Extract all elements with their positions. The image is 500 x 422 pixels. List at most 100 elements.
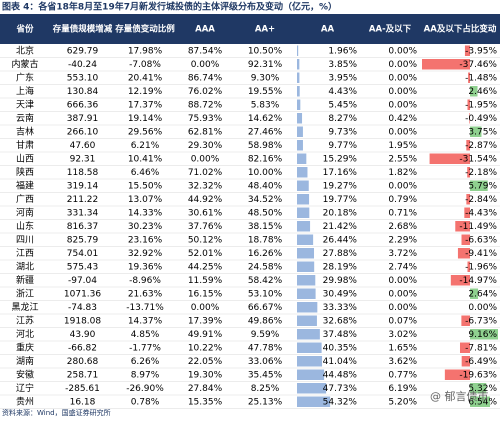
cell: 0.00% bbox=[388, 100, 417, 110]
data-bar bbox=[470, 86, 478, 97]
data-bar bbox=[459, 342, 470, 353]
data-bar bbox=[450, 275, 470, 286]
data-bar bbox=[470, 383, 487, 394]
cell: 9.30% bbox=[251, 73, 280, 83]
cell: 1918.08 bbox=[64, 316, 101, 326]
title: 图表 4：各省18年8月至19年7月新发行城投债的主体评级分布及变动（亿元，%） bbox=[2, 1, 337, 13]
data-bar bbox=[470, 396, 490, 407]
cell: 6.54% bbox=[468, 397, 497, 407]
data-bar bbox=[429, 153, 470, 164]
cell: 0.00% bbox=[388, 181, 417, 191]
cell: 130.84 bbox=[67, 87, 99, 97]
cell: 5.20% bbox=[388, 397, 417, 407]
cell: 666.36 bbox=[67, 100, 99, 110]
cell: 3.72% bbox=[388, 249, 417, 259]
cell: 71.02% bbox=[188, 168, 223, 178]
cell: -6.73% bbox=[465, 316, 497, 326]
cell: -285.61 bbox=[65, 384, 100, 394]
cell: 14.62% bbox=[248, 114, 283, 124]
data-bar bbox=[470, 126, 482, 137]
cell: 浙江 bbox=[16, 287, 34, 299]
cell: 0.77% bbox=[388, 370, 417, 380]
cell: -6.49% bbox=[465, 357, 497, 367]
cell: 6.19% bbox=[388, 384, 417, 394]
cell: 35.45% bbox=[248, 370, 283, 380]
cell: -6.63% bbox=[465, 235, 497, 245]
cell: 贵州 bbox=[16, 395, 34, 407]
cell: 17.16% bbox=[323, 168, 358, 178]
cell: -19.63% bbox=[459, 370, 497, 380]
cell: -11.49% bbox=[459, 222, 497, 232]
cell: 825.79 bbox=[67, 235, 99, 245]
data-bar bbox=[297, 72, 300, 83]
cell: 上海 bbox=[16, 85, 34, 97]
data-bar bbox=[467, 167, 470, 178]
cell: 92.31% bbox=[248, 60, 283, 70]
cell: 58.98% bbox=[248, 141, 283, 151]
data-bar bbox=[297, 99, 301, 110]
cell: 49.86% bbox=[248, 316, 283, 326]
cell: 10.22% bbox=[188, 343, 223, 353]
cell: 118.58 bbox=[67, 168, 99, 178]
cell: 0.78% bbox=[131, 397, 160, 407]
column-header: 存量债变动比例 bbox=[114, 24, 175, 35]
cell: 58.42% bbox=[248, 276, 283, 286]
cell: 2.74% bbox=[388, 262, 417, 272]
cell: 38.15% bbox=[248, 222, 283, 232]
data-bar bbox=[464, 45, 470, 56]
column-header: AA及以下占比变动 bbox=[424, 24, 497, 35]
data-bar bbox=[469, 113, 470, 124]
cell: 816.37 bbox=[67, 222, 99, 232]
cell: -31.54% bbox=[459, 154, 497, 164]
cell: 16.18 bbox=[70, 397, 96, 407]
data-bar bbox=[297, 140, 303, 151]
cell: 20.18% bbox=[323, 208, 358, 218]
cell: 8.27% bbox=[328, 114, 357, 124]
cell: 32.32% bbox=[188, 181, 223, 191]
cell: 19.14% bbox=[128, 114, 163, 124]
cell: 2.55% bbox=[388, 154, 417, 164]
column-header: 省份 bbox=[15, 24, 34, 35]
cell: 北京 bbox=[16, 44, 34, 56]
cell: 25.13% bbox=[248, 397, 283, 407]
cell: 3.95% bbox=[328, 73, 357, 83]
cell: 76.02% bbox=[188, 87, 223, 97]
cell: 河南 bbox=[16, 206, 34, 218]
cell: 0.00% bbox=[388, 87, 417, 97]
data-bar bbox=[467, 261, 470, 272]
cell: 1.95% bbox=[388, 141, 417, 151]
cell: -7.08% bbox=[129, 60, 161, 70]
cell: 5.45% bbox=[328, 100, 357, 110]
cell: -2.84% bbox=[465, 195, 497, 205]
cell: 88.72% bbox=[188, 100, 223, 110]
cell: 9.77% bbox=[328, 141, 357, 151]
cell: 86.74% bbox=[188, 73, 223, 83]
cell: -13.71% bbox=[126, 303, 164, 313]
cell: 2.68% bbox=[388, 222, 417, 232]
cell: 3.75% bbox=[468, 127, 497, 137]
cell: -2.18% bbox=[465, 168, 497, 178]
data-bar bbox=[466, 194, 470, 205]
cell: 2.29% bbox=[388, 235, 417, 245]
cell: 34.52% bbox=[248, 195, 283, 205]
cell: -3.95% bbox=[465, 46, 497, 56]
cell: 山西 bbox=[16, 153, 34, 164]
cell: 1071.36 bbox=[64, 289, 101, 299]
cell: 9.16% bbox=[468, 330, 497, 340]
cell: 53.10% bbox=[248, 289, 283, 299]
cell: -1.96% bbox=[465, 262, 497, 272]
data-bar bbox=[297, 315, 317, 326]
cell: 湖南 bbox=[16, 355, 34, 367]
cell: 17.37% bbox=[128, 100, 163, 110]
cell: 319.14 bbox=[67, 181, 99, 191]
cell: -9.41% bbox=[465, 249, 497, 259]
cell: 0.42% bbox=[388, 114, 417, 124]
cell: 10.50% bbox=[248, 46, 283, 56]
cell: 21.42% bbox=[323, 222, 358, 232]
cell: 30.61% bbox=[188, 208, 223, 218]
cell: 9.59% bbox=[251, 330, 280, 340]
data-bar bbox=[297, 194, 310, 205]
cell: 47.60 bbox=[70, 141, 96, 151]
cell: 4.85% bbox=[131, 330, 160, 340]
